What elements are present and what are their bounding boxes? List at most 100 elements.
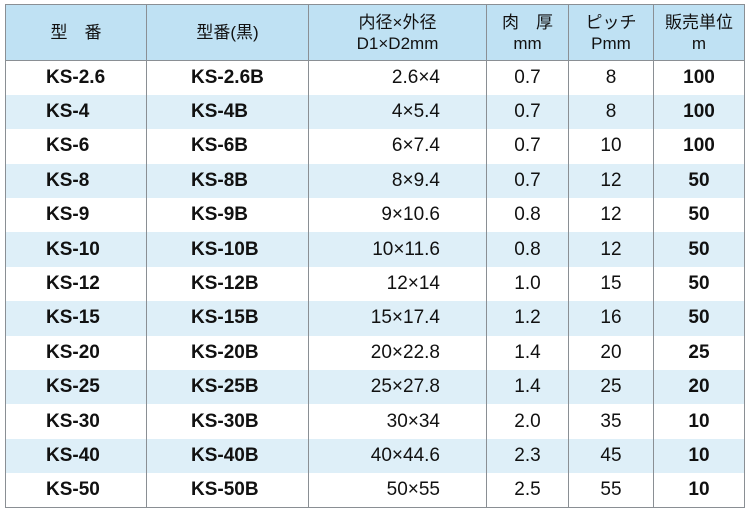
cell-thickness: 0.7 (486, 60, 569, 95)
cell-sales-unit: 50 (653, 163, 745, 199)
cell-sales-unit: 100 (653, 60, 745, 95)
cell-model: KS-30 (5, 404, 147, 439)
table-row: KS-40 KS-40B 40×44.6 2.3 45 10 (5, 438, 745, 474)
cell-sales-unit: 50 (653, 198, 745, 233)
cell-model: KS-12 (5, 266, 147, 302)
header-thickness: 肉 厚 mm (486, 4, 569, 61)
cell-model-black: KS-12B (146, 266, 309, 302)
cell-pitch: 45 (568, 438, 654, 474)
cell-pitch: 10 (568, 129, 654, 164)
cell-dimension: 2.6×4 (308, 60, 487, 95)
header-model-black-label: 型番(黒) (196, 23, 259, 42)
cell-model-black: KS-25B (146, 370, 309, 405)
cell-pitch: 8 (568, 94, 654, 130)
cell-thickness: 0.7 (486, 129, 569, 164)
table-row: KS-4 KS-4B 4×5.4 0.7 8 100 (5, 94, 745, 130)
cell-model-black: KS-4B (146, 94, 309, 130)
cell-sales-unit: 20 (653, 370, 745, 405)
table-row: KS-9 KS-9B 9×10.6 0.8 12 50 (5, 198, 745, 233)
cell-sales-unit: 10 (653, 404, 745, 439)
header-thickness-line1: 肉 厚 (502, 12, 553, 32)
cell-thickness: 1.0 (486, 266, 569, 302)
cell-dimension: 40×44.6 (308, 438, 487, 474)
cell-pitch: 16 (568, 301, 654, 336)
cell-pitch: 55 (568, 473, 654, 509)
cell-dimension: 15×17.4 (308, 301, 487, 336)
table-row: KS-6 KS-6B 6×7.4 0.7 10 100 (5, 129, 745, 164)
header-model-label: 型 番 (50, 23, 102, 42)
cell-pitch: 8 (568, 60, 654, 95)
table-body: KS-2.6 KS-2.6B 2.6×4 0.7 8 100 KS-4 KS-4… (5, 60, 745, 509)
table-row: KS-15 KS-15B 15×17.4 1.2 16 50 (5, 301, 745, 336)
header-sales-unit-line1: 販売単位 (665, 12, 733, 32)
table-row: KS-20 KS-20B 20×22.8 1.4 20 25 (5, 335, 745, 371)
cell-dimension: 30×34 (308, 404, 487, 439)
header-dimension-line2: D1×D2mm (356, 33, 439, 53)
cell-pitch: 15 (568, 266, 654, 302)
table-row: KS-12 KS-12B 12×14 1.0 15 50 (5, 266, 745, 302)
header-sales-unit: 販売単位 m (653, 4, 745, 61)
cell-pitch: 20 (568, 335, 654, 371)
cell-dimension: 9×10.6 (308, 198, 487, 233)
cell-model-black: KS-50B (146, 473, 309, 509)
cell-model-black: KS-8B (146, 163, 309, 199)
spec-table: 型 番 型番(黒) 内径×外径 D1×D2mm 肉 厚 mm ピッチ Pmm 販… (5, 4, 745, 509)
cell-dimension: 12×14 (308, 266, 487, 302)
cell-thickness: 0.8 (486, 232, 569, 267)
header-pitch-line1: ピッチ (585, 12, 637, 32)
cell-model-black: KS-40B (146, 438, 309, 474)
cell-model: KS-15 (5, 301, 147, 336)
cell-pitch: 25 (568, 370, 654, 405)
cell-model: KS-9 (5, 198, 147, 233)
header-row: 型 番 型番(黒) 内径×外径 D1×D2mm 肉 厚 mm ピッチ Pmm 販… (5, 4, 745, 61)
cell-thickness: 0.8 (486, 198, 569, 233)
table-header: 型 番 型番(黒) 内径×外径 D1×D2mm 肉 厚 mm ピッチ Pmm 販… (5, 4, 745, 61)
cell-model-black: KS-15B (146, 301, 309, 336)
header-sales-unit-line2: m (691, 33, 707, 53)
cell-model-black: KS-6B (146, 129, 309, 164)
cell-thickness: 1.2 (486, 301, 569, 336)
cell-dimension: 8×9.4 (308, 163, 487, 199)
cell-sales-unit: 10 (653, 473, 745, 509)
cell-dimension: 4×5.4 (308, 94, 487, 130)
cell-model: KS-10 (5, 232, 147, 267)
header-pitch-line2: Pmm (591, 33, 631, 53)
cell-model-black: KS-2.6B (146, 60, 309, 95)
table-row: KS-10 KS-10B 10×11.6 0.8 12 50 (5, 232, 745, 267)
cell-sales-unit: 50 (653, 266, 745, 302)
cell-pitch: 12 (568, 198, 654, 233)
cell-dimension: 25×27.8 (308, 370, 487, 405)
cell-pitch: 12 (568, 163, 654, 199)
cell-model: KS-8 (5, 163, 147, 199)
cell-model-black: KS-30B (146, 404, 309, 439)
cell-model-black: KS-20B (146, 335, 309, 371)
header-pitch: ピッチ Pmm (568, 4, 654, 61)
cell-model: KS-50 (5, 473, 147, 509)
header-dimension-line1: 内径×外径 (358, 12, 437, 32)
cell-thickness: 0.7 (486, 163, 569, 199)
cell-sales-unit: 50 (653, 301, 745, 336)
cell-thickness: 1.4 (486, 335, 569, 371)
header-model-black: 型番(黒) (146, 4, 309, 61)
cell-model: KS-4 (5, 94, 147, 130)
cell-model: KS-6 (5, 129, 147, 164)
table-row: KS-25 KS-25B 25×27.8 1.4 25 20 (5, 370, 745, 405)
cell-sales-unit: 100 (653, 129, 745, 164)
cell-thickness: 2.3 (486, 438, 569, 474)
cell-pitch: 12 (568, 232, 654, 267)
cell-thickness: 2.5 (486, 473, 569, 509)
header-thickness-line2: mm (513, 33, 542, 53)
cell-thickness: 2.0 (486, 404, 569, 439)
cell-sales-unit: 50 (653, 232, 745, 267)
cell-thickness: 0.7 (486, 94, 569, 130)
header-model: 型 番 (5, 4, 147, 61)
header-dimension: 内径×外径 D1×D2mm (308, 4, 487, 61)
cell-dimension: 10×11.6 (308, 232, 487, 267)
cell-sales-unit: 10 (653, 438, 745, 474)
cell-dimension: 20×22.8 (308, 335, 487, 371)
cell-model: KS-2.6 (5, 60, 147, 95)
table-row: KS-30 KS-30B 30×34 2.0 35 10 (5, 404, 745, 439)
cell-model-black: KS-10B (146, 232, 309, 267)
cell-thickness: 1.4 (486, 370, 569, 405)
cell-model-black: KS-9B (146, 198, 309, 233)
